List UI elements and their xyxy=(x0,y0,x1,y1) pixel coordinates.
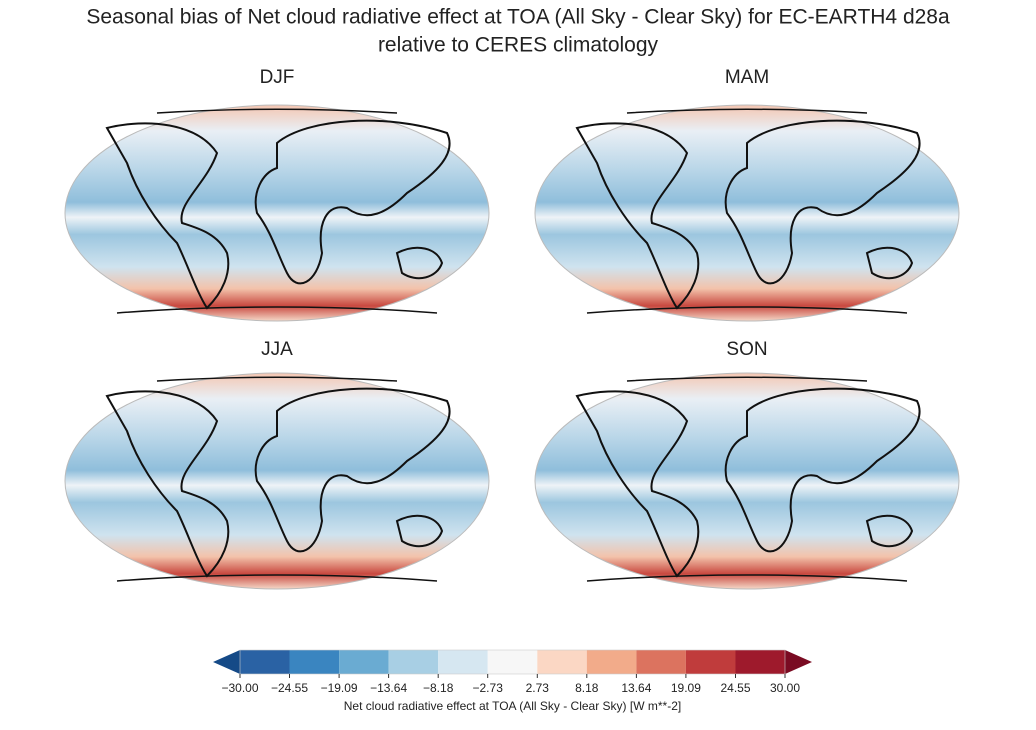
colorbar-label: Net cloud radiative effect at TOA (All S… xyxy=(344,699,681,713)
colorbar-bin xyxy=(438,650,488,674)
colorbar-tick-label: 24.55 xyxy=(720,681,750,695)
map-field xyxy=(534,372,960,590)
colorbar-tick-label: −30.00 xyxy=(221,681,258,695)
colorbar-bin xyxy=(487,650,538,674)
colorbar-tick-label: 30.00 xyxy=(770,681,800,695)
colorbar-bin xyxy=(240,650,290,674)
map xyxy=(64,104,490,322)
colorbar-tick-label: 8.18 xyxy=(575,681,599,695)
colorbar-frame xyxy=(239,649,786,675)
map-field xyxy=(534,104,960,322)
colorbar-over xyxy=(785,650,812,674)
panel-title: DJF xyxy=(260,67,295,88)
colorbar-tick-label: 19.09 xyxy=(671,681,701,695)
colorbar-bin xyxy=(586,650,637,674)
panel-title: SON xyxy=(726,339,767,360)
colorbar-bin xyxy=(685,650,736,674)
colorbar-bin xyxy=(388,650,439,674)
panel-title: JJA xyxy=(261,339,293,360)
colorbar-bin xyxy=(537,650,587,674)
figure-title: Seasonal bias of Net cloud radiative eff… xyxy=(86,6,950,29)
colorbar-bin xyxy=(735,650,785,674)
colorbar-bin xyxy=(339,650,389,674)
map-field xyxy=(64,104,490,322)
panels: DJF MAM JJA SON xyxy=(64,67,960,590)
map xyxy=(64,372,490,590)
colorbar-tick-label: −2.73 xyxy=(473,681,504,695)
map xyxy=(534,104,960,322)
colorbar-tick-label: −19.09 xyxy=(321,681,358,695)
colorbar: −30.00 −24.55 −19.09 −13.64 −8.18 −2.73 2.73 8.… xyxy=(213,649,812,713)
colorbar-tick-label: −8.18 xyxy=(423,681,454,695)
colorbar-bin xyxy=(636,650,686,674)
panel-title: MAM xyxy=(725,67,769,88)
colorbar-tick-label: −24.55 xyxy=(271,681,308,695)
colorbar-tick-label: 13.64 xyxy=(621,681,651,695)
colorbar-tick-label: −13.64 xyxy=(370,681,407,695)
figure-subtitle: relative to CERES climatology xyxy=(378,34,659,57)
map xyxy=(534,372,960,590)
colorbar-under xyxy=(213,650,240,674)
colorbar-tick-label: 2.73 xyxy=(526,681,550,695)
colorbar-bin xyxy=(289,650,340,674)
map-field xyxy=(64,372,490,590)
